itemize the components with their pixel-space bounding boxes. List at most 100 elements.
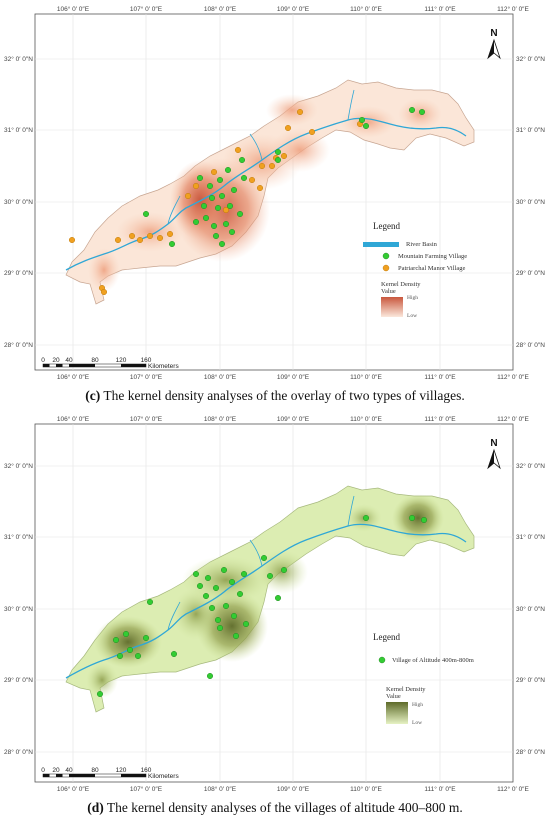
scale-tick: 120: [116, 767, 127, 774]
altitude-village-point: [228, 578, 235, 585]
manor-village-point: [234, 146, 241, 153]
lat-label: 28° 0′ 0″N: [4, 748, 33, 756]
map-panel-d: 106° 0′ 0″E 107° 0′ 0″E 108° 0′ 0″E 109°…: [0, 410, 550, 818]
river-line: [65, 117, 467, 271]
lon-label: 110° 0′ 0″E: [350, 785, 382, 793]
lon-label: 106° 0′ 0″E: [57, 373, 90, 381]
lon-label: 110° 0′ 0″E: [350, 5, 382, 13]
scale-unit: Kilometers: [148, 773, 179, 780]
manor-village-point: [192, 182, 199, 189]
mountain-village-point: [224, 166, 231, 173]
legend-manor-label: Patriarchal Manor Village: [398, 265, 465, 272]
lat-label: 29° 0′ 0″N: [516, 676, 545, 684]
map-panel-c: 106° 0′ 0″E 107° 0′ 0″E 108° 0′ 0″E 109°…: [0, 5, 550, 404]
lon-label: 110° 0′ 0″E: [350, 373, 382, 381]
manor-village-point: [269, 162, 276, 169]
altitude-village-point: [421, 516, 428, 523]
altitude-village-point: [216, 624, 223, 631]
mountain-village-point: [216, 176, 223, 183]
scale-tick: 40: [65, 767, 73, 774]
legend-manor-swatch: [382, 264, 390, 272]
mountain-village-point: [240, 174, 247, 181]
altitude-village-point: [142, 634, 149, 641]
lon-label: 106° 0′ 0″E: [57, 5, 90, 13]
mountain-village-point: [192, 218, 199, 225]
scale-unit: Kilometers: [148, 363, 179, 370]
lat-label: 28° 0′ 0″N: [516, 341, 545, 349]
legend-d: Legend Village of Altitude 400m-800m Ker…: [373, 632, 474, 726]
tributary-line: [249, 133, 263, 161]
scale-bar: 0 20 40 80 120 160 Kilometers: [41, 767, 179, 780]
altitude-village-point: [116, 652, 123, 659]
manor-village-point: [222, 206, 229, 213]
lon-label: 111° 0′ 0″E: [424, 373, 456, 381]
manor-village-point: [136, 236, 143, 243]
north-arrow: N: [487, 438, 501, 470]
lon-label: 107° 0′ 0″E: [130, 415, 163, 423]
legend-river-label: River Basin: [406, 241, 438, 248]
lon-label: 108° 0′ 0″E: [204, 373, 237, 381]
lon-label: 111° 0′ 0″E: [424, 415, 456, 423]
manor-village-point: [68, 236, 75, 243]
tributary-line: [167, 601, 181, 631]
lon-label: 108° 0′ 0″E: [204, 415, 237, 423]
north-label: N: [490, 438, 497, 449]
altitude-village-point: [206, 673, 213, 680]
mountain-village-point: [275, 156, 282, 163]
lat-label: 29° 0′ 0″N: [4, 269, 33, 277]
scale-tick: 0: [41, 767, 45, 774]
mountain-villages: [142, 106, 426, 247]
lon-label: 107° 0′ 0″E: [130, 785, 163, 793]
altitude-village-point: [126, 646, 133, 653]
mountain-village-point: [226, 202, 233, 209]
mountain-village-point: [230, 186, 237, 193]
lon-labels-top: 106° 0′ 0″E 107° 0′ 0″E 108° 0′ 0″E 109°…: [57, 415, 530, 423]
north-arrow: N: [487, 28, 501, 60]
manor-village-point: [128, 232, 135, 239]
lon-label: 112° 0′ 0″E: [497, 373, 529, 381]
legend-kd-subtitle: Value: [381, 288, 396, 295]
legend-kd-title: Kernel Density: [386, 686, 426, 693]
altitude-village-point: [281, 566, 288, 573]
map-c-svg: 106° 0′ 0″E 107° 0′ 0″E 108° 0′ 0″E 109°…: [4, 5, 545, 381]
tributary-line: [167, 195, 181, 225]
tributary-line: [347, 89, 355, 121]
mountain-village-point: [212, 232, 219, 239]
lon-label: 109° 0′ 0″E: [277, 5, 310, 13]
tributary-line: [249, 539, 263, 567]
mountain-village-point: [236, 210, 243, 217]
manor-village-point: [281, 152, 288, 159]
river-line: [65, 523, 467, 679]
scale-tick: 80: [91, 767, 99, 774]
mountain-village-point: [359, 116, 366, 123]
altitude-village-point: [267, 572, 274, 579]
altitude-village-point: [208, 604, 215, 611]
lon-label: 107° 0′ 0″E: [130, 5, 163, 13]
scale-tick: 20: [52, 357, 60, 364]
mountain-village-point: [208, 194, 215, 201]
altitude-village-point: [409, 514, 416, 521]
altitude-village-point: [202, 592, 209, 599]
caption-c: (c) The kernel density analyses of the o…: [0, 388, 550, 404]
caption-text: The kernel density analyses of the overl…: [100, 388, 465, 403]
lat-label: 31° 0′ 0″N: [4, 126, 33, 134]
legend-title: Legend: [373, 632, 400, 642]
lat-label: 29° 0′ 0″N: [4, 676, 33, 684]
altitude-village-point: [96, 691, 103, 698]
altitude-village-point: [204, 574, 211, 581]
altitude-village-point: [196, 582, 203, 589]
map-d-svg: 106° 0′ 0″E 107° 0′ 0″E 108° 0′ 0″E 109°…: [4, 415, 545, 793]
altitude-village-point: [220, 566, 227, 573]
lat-label: 32° 0′ 0″N: [516, 55, 545, 63]
caption-letter: (c): [85, 388, 101, 403]
altitude-village-point: [363, 514, 370, 521]
mountain-village-point: [228, 228, 235, 235]
mountain-village-point: [275, 148, 282, 155]
manor-village-point: [285, 124, 292, 131]
manor-village-point: [257, 184, 264, 191]
lon-labels-top: 106° 0′ 0″E 107° 0′ 0″E 108° 0′ 0″E 109°…: [57, 5, 530, 13]
lat-label: 28° 0′ 0″N: [4, 341, 33, 349]
legend-density-ramp: [386, 702, 408, 724]
map-frame: [34, 423, 514, 783]
manor-village-point: [114, 236, 121, 243]
